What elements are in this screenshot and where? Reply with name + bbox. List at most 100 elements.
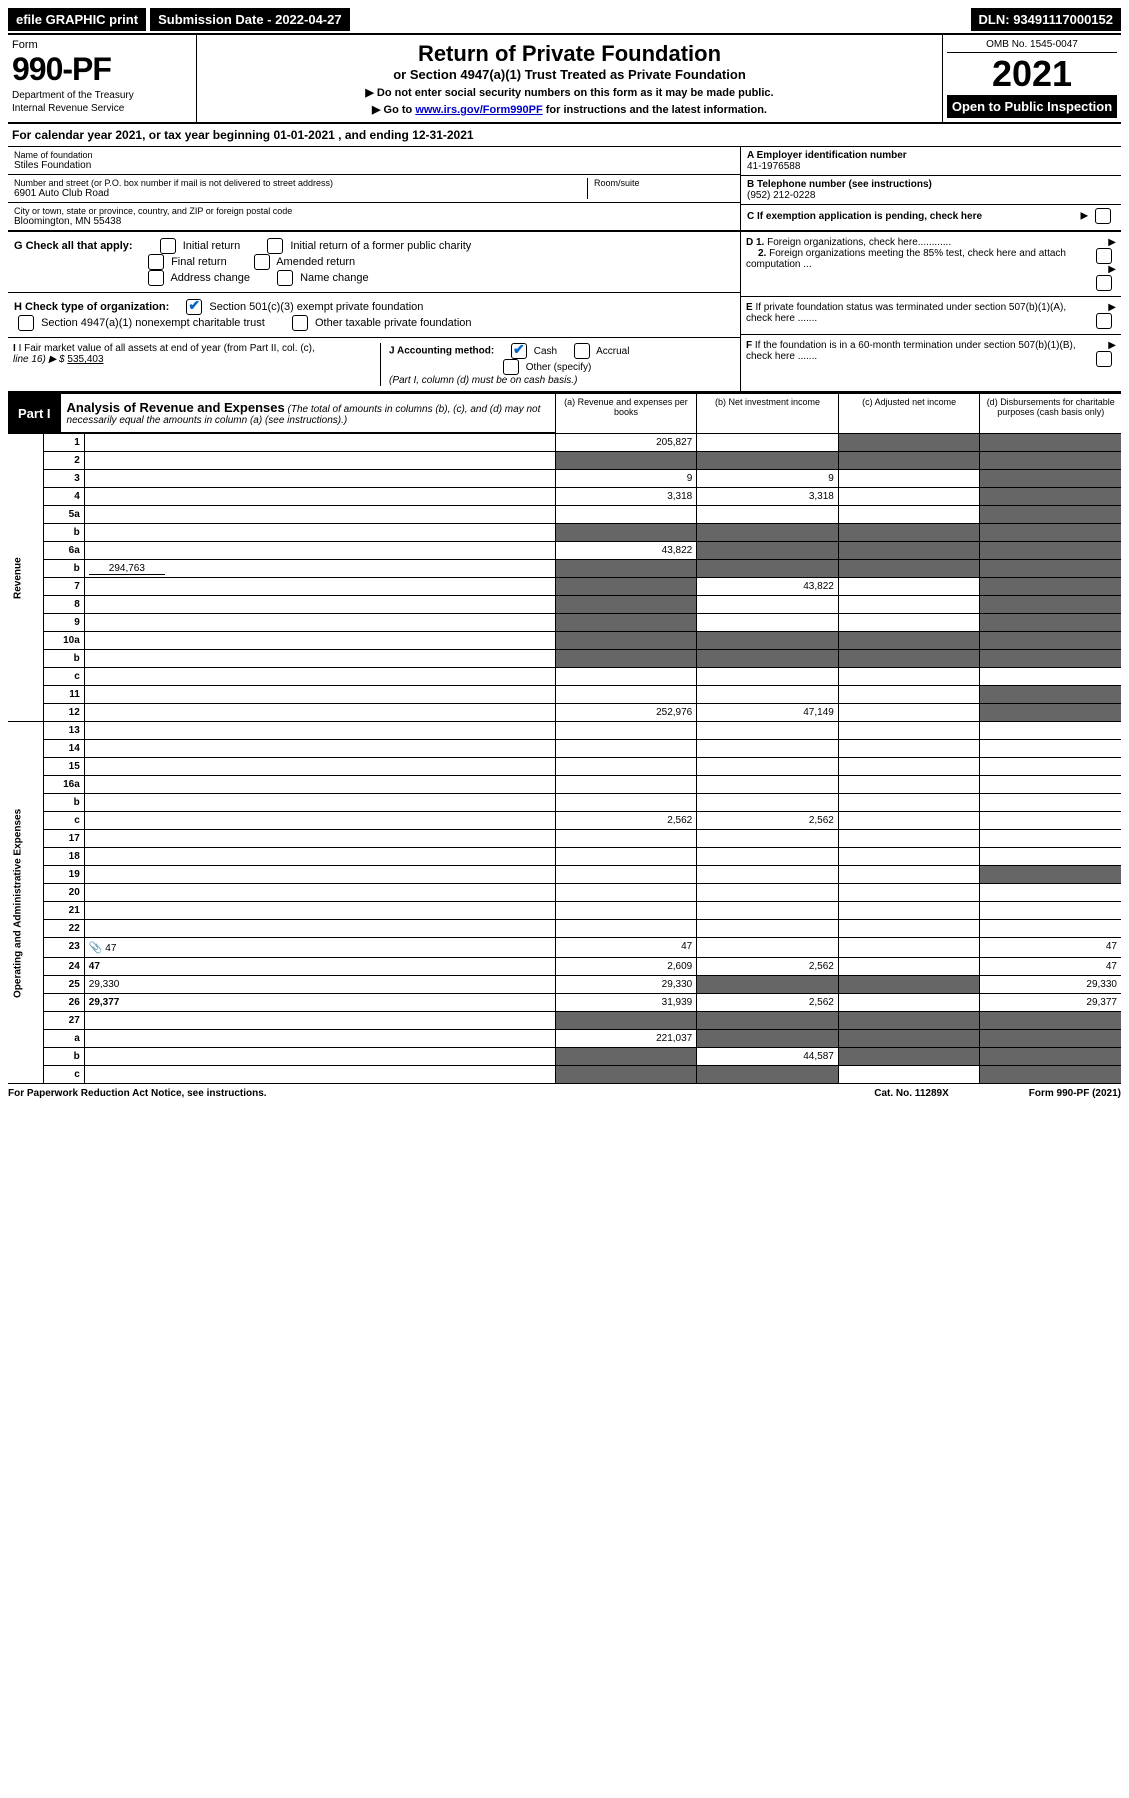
analysis-table: Part I Analysis of Revenue and Expenses … — [8, 393, 1121, 1084]
cell-d — [980, 866, 1121, 884]
info-grid: Name of foundation Stiles Foundation Num… — [8, 147, 1121, 232]
row-description — [84, 866, 555, 884]
row-number: b — [44, 1048, 85, 1066]
row-number: 26 — [44, 994, 85, 1012]
form-link[interactable]: www.irs.gov/Form990PF — [415, 104, 542, 116]
row-number: 3 — [44, 470, 85, 488]
chk-initial[interactable] — [160, 238, 176, 254]
cell-b — [697, 614, 839, 632]
table-row: 5a — [8, 506, 1121, 524]
cell-b — [697, 452, 839, 470]
chk-amended[interactable] — [254, 254, 270, 270]
pending-checkbox[interactable] — [1095, 208, 1111, 224]
cell-c — [838, 794, 980, 812]
chk-accrual[interactable] — [574, 343, 590, 359]
chk-name[interactable] — [277, 270, 293, 286]
attachment-icon[interactable]: 📎 — [89, 942, 103, 954]
cell-d — [980, 758, 1121, 776]
cell-c — [838, 938, 980, 958]
e-row: E If private foundation status was termi… — [741, 297, 1121, 335]
chk-other-acct[interactable] — [503, 359, 519, 375]
row-description — [84, 722, 555, 740]
header-right: OMB No. 1545-0047 2021 Open to Public In… — [942, 35, 1121, 122]
cell-a — [555, 884, 697, 902]
row-number: 15 — [44, 758, 85, 776]
cell-b: 2,562 — [697, 812, 839, 830]
cell-a — [555, 758, 697, 776]
cell-b — [697, 524, 839, 542]
cell-c — [838, 650, 980, 668]
chk-address[interactable] — [148, 270, 164, 286]
cell-c — [838, 578, 980, 596]
cell-a — [555, 920, 697, 938]
chk-4947[interactable] — [18, 315, 34, 331]
cell-b — [697, 686, 839, 704]
cell-c — [838, 632, 980, 650]
row-description — [84, 434, 555, 452]
chk-other-tax[interactable] — [292, 315, 308, 331]
cell-b — [697, 976, 839, 994]
cell-d — [980, 830, 1121, 848]
cell-d — [980, 560, 1121, 578]
chk-initial-former[interactable] — [267, 238, 283, 254]
part1-header: Part I Analysis of Revenue and Expenses … — [8, 394, 555, 433]
footer: For Paperwork Reduction Act Notice, see … — [8, 1084, 1121, 1099]
calendar-year-row: For calendar year 2021, or tax year begi… — [8, 124, 1121, 147]
cell-a — [555, 848, 697, 866]
cell-c — [838, 614, 980, 632]
form-title: Return of Private Foundation — [203, 41, 936, 67]
cell-a — [555, 596, 697, 614]
row-number: 17 — [44, 830, 85, 848]
cell-b: 43,822 — [697, 578, 839, 596]
cell-b: 44,587 — [697, 1048, 839, 1066]
cell-d — [980, 776, 1121, 794]
cell-c — [838, 488, 980, 506]
row-description — [84, 470, 555, 488]
cell-a — [555, 650, 697, 668]
row-number: 24 — [44, 958, 85, 976]
cell-a — [555, 866, 697, 884]
row-number: 20 — [44, 884, 85, 902]
city-cell: City or town, state or province, country… — [8, 203, 740, 230]
col-b-header: (b) Net investment income — [697, 394, 839, 434]
table-row: b — [8, 650, 1121, 668]
chk-final[interactable] — [148, 254, 164, 270]
row-description — [84, 794, 555, 812]
footer-right: Form 990-PF (2021) — [1029, 1088, 1121, 1099]
chk-d1[interactable] — [1096, 248, 1112, 264]
table-row: 743,822 — [8, 578, 1121, 596]
cell-d: 29,330 — [980, 976, 1121, 994]
dln-label: DLN: 93491117000152 — [971, 8, 1121, 31]
chk-cash[interactable] — [511, 343, 527, 359]
cell-d — [980, 812, 1121, 830]
row-number: a — [44, 1030, 85, 1048]
row-description — [84, 614, 555, 632]
cell-d — [980, 434, 1121, 452]
cell-c — [838, 542, 980, 560]
instruction-1: ▶ Do not enter social security numbers o… — [203, 86, 936, 99]
row-number: b — [44, 794, 85, 812]
cell-a: 43,822 — [555, 542, 697, 560]
table-row: 27 — [8, 1012, 1121, 1030]
cell-b — [697, 848, 839, 866]
cell-d — [980, 920, 1121, 938]
lower-left: G Check all that apply: Initial return I… — [8, 232, 740, 391]
cell-a — [555, 506, 697, 524]
chk-f[interactable] — [1096, 351, 1112, 367]
cell-a: 29,330 — [555, 976, 697, 994]
chk-501c3[interactable] — [186, 299, 202, 315]
cell-d — [980, 668, 1121, 686]
open-public: Open to Public Inspection — [947, 95, 1117, 118]
row-description — [84, 506, 555, 524]
cell-b — [697, 668, 839, 686]
cell-b — [697, 758, 839, 776]
efile-label: efile GRAPHIC print — [8, 8, 146, 31]
chk-d2[interactable] — [1096, 275, 1112, 291]
cell-a — [555, 1012, 697, 1030]
table-row: 9 — [8, 614, 1121, 632]
cell-a — [555, 614, 697, 632]
cell-d — [980, 578, 1121, 596]
table-row: 23📎 474747 — [8, 938, 1121, 958]
cell-d — [980, 884, 1121, 902]
chk-e[interactable] — [1096, 313, 1112, 329]
